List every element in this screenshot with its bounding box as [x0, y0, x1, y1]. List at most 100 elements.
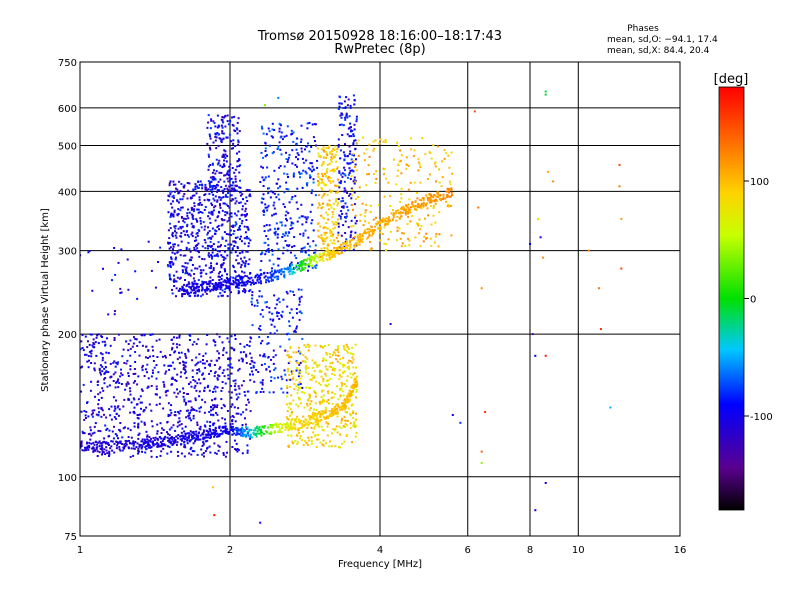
x-tick-label: 6 [465, 545, 471, 556]
echo-point [382, 217, 385, 220]
echo-point [181, 434, 184, 437]
echo-point [185, 361, 187, 364]
echo-point [400, 154, 403, 157]
echo-point [107, 371, 110, 374]
echo-point [384, 224, 387, 227]
echo-point [241, 430, 244, 433]
echo-point [271, 214, 274, 217]
echo-point [362, 224, 365, 227]
echo-point [325, 170, 328, 173]
echo-point [367, 236, 370, 239]
echo-point [239, 201, 242, 204]
echo-point [87, 448, 90, 451]
echo-point [268, 306, 271, 309]
echo-point [196, 250, 199, 253]
echo-point [207, 252, 210, 255]
echo-point [196, 369, 199, 371]
echo-point [208, 411, 211, 413]
echo-point [298, 303, 301, 306]
echo-point [449, 204, 452, 207]
echo-point [286, 161, 289, 163]
echo-point [198, 196, 201, 199]
echo-point [312, 431, 315, 434]
echo-point [228, 219, 231, 222]
echo-point [173, 414, 176, 416]
echo-point [400, 215, 403, 218]
echo-point [238, 262, 241, 265]
echo-point [342, 242, 345, 245]
echo-point [259, 521, 262, 524]
echo-point [286, 384, 289, 387]
echo-point [353, 191, 356, 194]
echo-point [321, 206, 324, 208]
echo-point [215, 158, 218, 161]
echo-point [372, 230, 375, 232]
echo-point [244, 433, 247, 436]
echo-point [199, 180, 202, 183]
echo-point [369, 248, 372, 251]
echo-point [329, 234, 332, 237]
echo-point [285, 210, 288, 213]
echo-point [286, 333, 289, 336]
echo-point [171, 206, 174, 209]
echo-point [172, 243, 175, 246]
echo-point [261, 387, 264, 390]
echo-point [290, 224, 293, 227]
echo-point [324, 233, 327, 236]
echo-point [211, 204, 214, 206]
echo-point [277, 431, 280, 433]
echo-point [238, 284, 241, 287]
echo-point [150, 269, 153, 272]
echo-point [304, 251, 307, 254]
echo-point [286, 391, 289, 394]
echo-point [269, 370, 271, 373]
echo-point [340, 180, 343, 183]
echo-point [194, 188, 197, 191]
echo-point [216, 406, 218, 409]
echo-point [256, 427, 259, 430]
echo-point [407, 215, 410, 218]
echo-point [324, 150, 327, 153]
echo-point [298, 431, 300, 434]
echo-point [113, 339, 116, 341]
echo-point [324, 409, 327, 412]
echo-point [342, 406, 344, 409]
echo-point [241, 249, 244, 252]
echo-point [342, 399, 345, 402]
echo-point [303, 392, 306, 395]
echo-point [251, 291, 254, 294]
echo-point [275, 275, 278, 278]
echo-point [343, 187, 346, 190]
echo-point [419, 244, 422, 247]
echo-point [405, 205, 408, 208]
echo-point [334, 184, 337, 187]
echo-point [209, 370, 212, 373]
echo-point [223, 291, 226, 293]
echo-point [344, 419, 347, 422]
echo-point [305, 145, 307, 148]
echo-point [351, 353, 354, 356]
echo-point [348, 348, 350, 350]
echo-point [216, 378, 219, 381]
echo-point [324, 374, 327, 377]
echo-point [307, 265, 310, 268]
echo-point [237, 262, 239, 265]
echo-point [150, 455, 153, 458]
echo-point [187, 241, 190, 244]
echo-point [307, 142, 309, 145]
echo-point [273, 207, 276, 210]
echo-point [186, 234, 189, 237]
echo-point [429, 197, 431, 200]
echo-point [308, 174, 311, 177]
echo-point [174, 379, 177, 381]
echo-point [218, 159, 221, 162]
echo-point [134, 338, 137, 340]
echo-point [298, 216, 301, 219]
echo-point [178, 289, 181, 292]
echo-point [350, 376, 353, 379]
echo-point [339, 182, 342, 185]
echo-point [214, 139, 217, 142]
echo-point [338, 406, 341, 409]
echo-point [260, 295, 263, 298]
echo-point [152, 443, 155, 446]
